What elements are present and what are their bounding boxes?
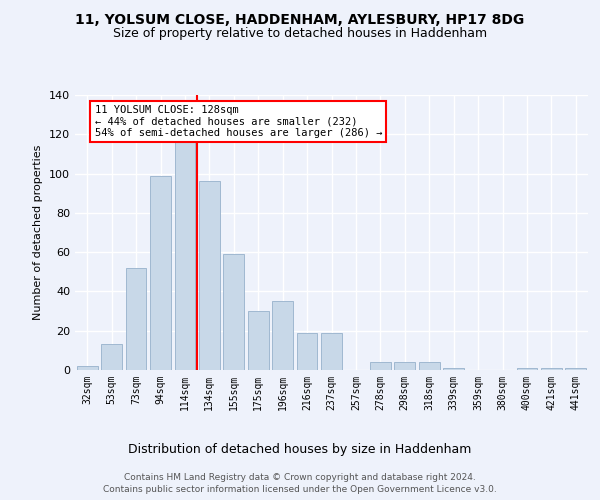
Bar (370, 362, 391, 370)
Text: 11, YOLSUM CLOSE, HADDENHAM, AYLESBURY, HP17 8DG: 11, YOLSUM CLOSE, HADDENHAM, AYLESBURY, … (76, 12, 524, 26)
Bar (150, 176, 171, 370)
Bar (248, 311, 269, 370)
Bar (101, 344, 122, 370)
Bar (394, 362, 415, 370)
Text: Distribution of detached houses by size in Haddenham: Distribution of detached houses by size … (128, 442, 472, 456)
Bar (419, 362, 440, 370)
Text: 11 YOLSUM CLOSE: 128sqm
← 44% of detached houses are smaller (232)
54% of semi-d: 11 YOLSUM CLOSE: 128sqm ← 44% of detache… (95, 105, 382, 138)
Text: Contains HM Land Registry data © Crown copyright and database right 2024.: Contains HM Land Registry data © Crown c… (124, 472, 476, 482)
Text: Contains public sector information licensed under the Open Government Licence v3: Contains public sector information licen… (103, 485, 497, 494)
Bar (565, 368, 586, 370)
Bar (199, 182, 220, 370)
Bar (296, 332, 317, 370)
Bar (541, 368, 562, 370)
Text: Size of property relative to detached houses in Haddenham: Size of property relative to detached ho… (113, 28, 487, 40)
Y-axis label: Number of detached properties: Number of detached properties (34, 145, 43, 320)
Bar (77, 366, 98, 370)
Bar (443, 368, 464, 370)
Bar (272, 301, 293, 370)
Bar (321, 332, 342, 370)
Bar (517, 368, 538, 370)
Bar (223, 254, 244, 370)
Bar (125, 268, 146, 370)
Bar (175, 140, 196, 370)
